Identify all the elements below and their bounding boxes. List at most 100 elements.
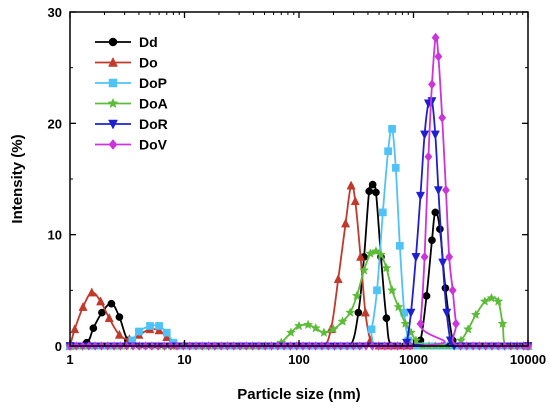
data-point-marker: [356, 251, 366, 261]
data-point-marker: [89, 324, 98, 333]
legend-item-dor: DoR: [95, 116, 168, 132]
x-axis-title: Particle size (nm): [237, 386, 360, 403]
data-point-marker: [337, 316, 348, 326]
legend-item-dop: DoP: [95, 75, 167, 91]
data-point-marker: [285, 327, 296, 337]
data-point-marker: [310, 322, 321, 333]
data-point-marker: [70, 324, 80, 334]
series-layer: [65, 32, 533, 352]
data-point-marker: [154, 325, 164, 335]
data-point-marker: [373, 286, 381, 295]
data-point-marker: [318, 327, 329, 337]
data-point-marker: [430, 130, 440, 140]
data-point-marker: [345, 307, 356, 317]
legend-label: DoA: [139, 96, 168, 112]
data-point-marker: [359, 265, 370, 275]
data-point-marker: [107, 299, 116, 308]
data-point-marker: [445, 251, 454, 262]
data-point-marker: [365, 187, 374, 196]
series-dor: [65, 96, 533, 352]
data-point-marker: [442, 308, 452, 318]
data-point-marker: [365, 248, 376, 258]
data-point-marker: [87, 287, 97, 297]
axes-layer: 1 10 100 1000 10000 0 10 20 30: [48, 5, 547, 367]
data-point-marker: [108, 78, 118, 88]
data-point-marker: [486, 292, 497, 303]
data-point-marker: [448, 285, 457, 296]
data-point-marker: [416, 318, 425, 329]
data-point-marker: [442, 185, 450, 196]
data-point-marker: [354, 308, 363, 317]
data-point-marker: [135, 327, 143, 336]
data-point-marker: [115, 313, 124, 321]
data-point-marker: [431, 32, 440, 43]
data-point-marker: [96, 296, 106, 306]
data-point-marker: [422, 292, 431, 300]
legend-item-do: Do: [95, 55, 158, 71]
data-point-marker: [415, 191, 425, 201]
data-point-marker: [78, 301, 88, 311]
data-point-marker: [162, 328, 171, 337]
legend-item-doa: DoA: [95, 96, 168, 112]
data-point-marker: [431, 208, 440, 217]
data-point-marker: [384, 147, 392, 156]
legend: Dd Do DoP DoA DoR DoV: [95, 34, 168, 153]
data-point-marker: [400, 318, 411, 328]
data-point-marker: [406, 308, 416, 318]
y-tick-label: 30: [48, 5, 62, 20]
data-point-marker: [351, 290, 362, 301]
data-point-marker: [387, 285, 398, 295]
data-point-marker: [108, 119, 118, 130]
data-point-marker: [411, 253, 421, 263]
data-point-marker: [294, 320, 304, 331]
x-tick-label: 10000: [510, 352, 546, 367]
data-point-marker: [382, 314, 391, 323]
data-point-marker: [146, 322, 154, 330]
data-point-marker: [360, 307, 370, 317]
data-point-marker: [428, 79, 436, 90]
data-point-marker: [396, 241, 404, 250]
data-point-marker: [375, 249, 386, 259]
data-point-marker: [428, 236, 436, 245]
legend-label: DoR: [139, 116, 168, 132]
data-point-marker: [107, 97, 119, 109]
legend-label: DoV: [139, 137, 168, 153]
data-point-marker: [333, 274, 343, 284]
data-point-marker: [341, 218, 351, 228]
legend-item-dd: Dd: [95, 34, 158, 50]
legend-label: Do: [139, 55, 158, 71]
data-point-marker: [420, 251, 429, 262]
data-point-marker: [114, 329, 124, 339]
data-point-marker: [108, 37, 118, 47]
y-tick-label: 20: [48, 116, 62, 131]
x-tick-label: 1: [66, 352, 73, 367]
data-point-marker: [350, 196, 360, 206]
data-point-marker: [379, 208, 387, 217]
data-point-marker: [463, 324, 474, 334]
data-point-marker: [420, 130, 430, 140]
data-point-marker: [479, 296, 490, 306]
y-tick-label: 10: [48, 228, 62, 243]
y-tick-label: 0: [55, 339, 62, 354]
data-point-marker: [493, 296, 504, 306]
data-point-marker: [438, 112, 447, 123]
data-point-marker: [381, 262, 392, 273]
x-tick-label: 1000: [399, 352, 428, 367]
data-point-marker: [108, 139, 118, 150]
data-point-marker: [388, 125, 396, 133]
data-point-marker: [470, 309, 481, 320]
legend-item-dov: DoV: [95, 137, 168, 153]
data-point-marker: [155, 322, 163, 330]
data-point-marker: [424, 151, 433, 162]
series-dov: [66, 32, 532, 352]
data-point-marker: [391, 164, 400, 172]
data-point-marker: [452, 318, 460, 329]
data-point-marker: [433, 186, 443, 196]
data-point-marker: [303, 319, 314, 330]
x-tick-label: 10: [177, 352, 191, 367]
series-line: [70, 127, 528, 347]
data-point-marker: [368, 180, 377, 189]
data-point-marker: [104, 313, 114, 323]
